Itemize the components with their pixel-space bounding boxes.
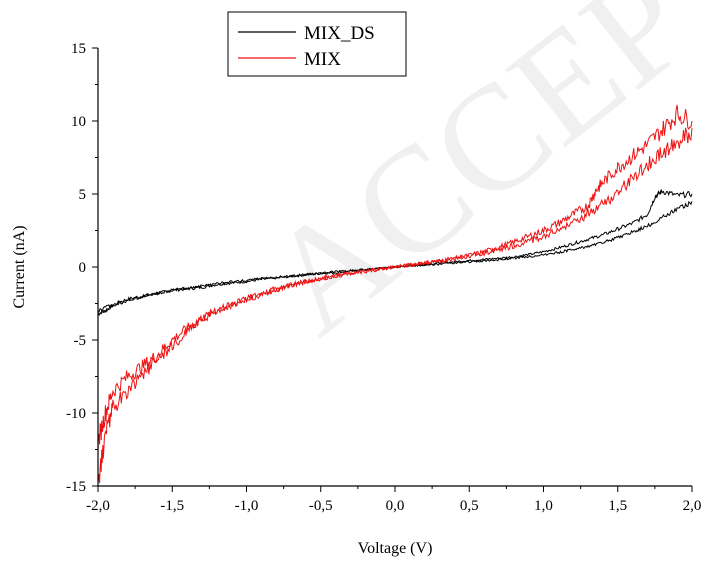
x-tick-label: 1,0 bbox=[534, 498, 553, 514]
series-line-mix-forward bbox=[97, 104, 693, 452]
y-tick-label: 0 bbox=[79, 260, 87, 276]
y-axis-title: Current (nA) bbox=[11, 225, 28, 308]
x-tick-label: -2,0 bbox=[86, 498, 110, 514]
legend-label-mix: MIX bbox=[304, 49, 341, 70]
plot-series-layer bbox=[97, 104, 693, 484]
x-tick-label: -1,0 bbox=[235, 498, 259, 514]
legend-box bbox=[227, 11, 407, 77]
y-tick-label: -15 bbox=[66, 479, 86, 495]
x-tick-label: 2,0 bbox=[683, 498, 702, 514]
legend-label-mix-ds: MIX_DS bbox=[304, 23, 375, 44]
x-axis-title: Voltage (V) bbox=[358, 540, 433, 557]
x-tick-label: -1,5 bbox=[160, 498, 184, 514]
x-tick-label: -0,5 bbox=[309, 498, 333, 514]
x-tick-label: 1,5 bbox=[608, 498, 627, 514]
axes-layer: -2,0 -1,5 -1,0 -0,5 0,0 0,5 1,0 1,5 2,0 -15 -10 -5 0… bbox=[66, 41, 701, 514]
x-tick-label: 0,0 bbox=[386, 498, 405, 514]
x-tick-label: 0,5 bbox=[460, 498, 479, 514]
series-line-mix-return bbox=[97, 127, 693, 484]
y-tick-label: 5 bbox=[79, 187, 87, 203]
y-tick-label: -5 bbox=[74, 333, 87, 349]
y-tick-label: -10 bbox=[66, 406, 86, 422]
y-tick-label: 10 bbox=[71, 114, 86, 130]
legend: MIX_DS MIX bbox=[227, 11, 407, 77]
y-tick-label: 15 bbox=[71, 41, 86, 57]
